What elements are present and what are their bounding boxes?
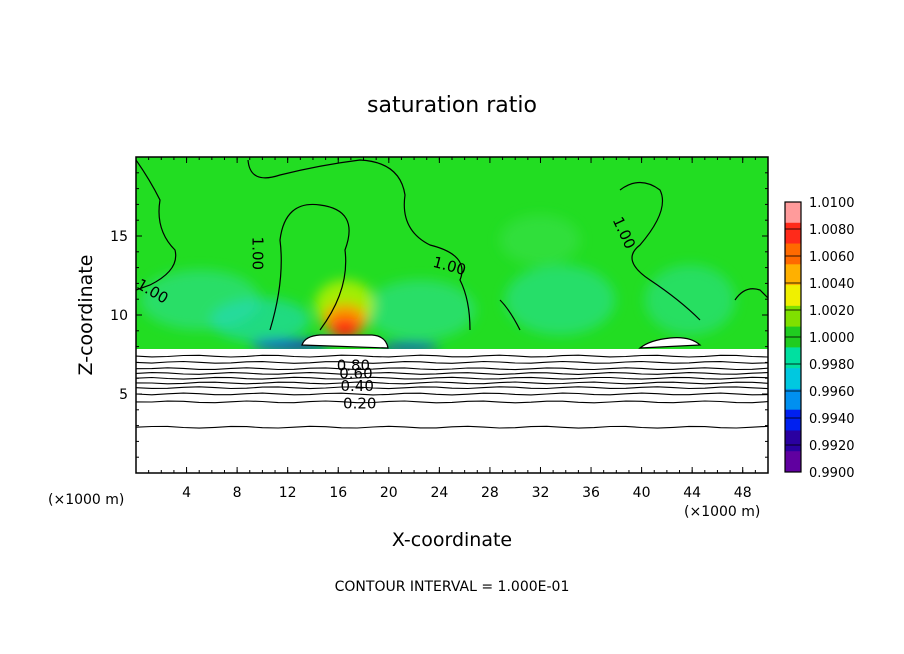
colorbar-label: 1.0020 [809, 304, 855, 319]
x-tick-label: 4 [182, 485, 191, 501]
colorbar-swatch [785, 243, 801, 265]
y-tick-label: 5 [119, 387, 128, 403]
x-unit-left: (×1000 m) [48, 492, 124, 508]
contour-label: 0.60 [339, 364, 372, 382]
saturation-contours [136, 159, 768, 331]
colorbar-label: 1.0040 [809, 277, 855, 292]
contour-line [136, 159, 177, 291]
y-axis-label: Z-coordinate [75, 255, 97, 376]
contour-line [247, 159, 471, 331]
x-tick-label: 20 [380, 485, 398, 501]
contour-label-group: 1.00 [248, 237, 266, 270]
shade-patch [500, 215, 580, 265]
horizontal-contour [136, 376, 768, 380]
x-tick-label: 16 [329, 485, 347, 501]
shade-patch [210, 298, 310, 342]
colorbar-label: 0.9960 [809, 385, 855, 400]
x-tick-label: 28 [481, 485, 499, 501]
horizontal-contour [136, 354, 768, 358]
colorbar-label: 1.0060 [809, 250, 855, 265]
colorbar-swatch [785, 305, 801, 328]
contour-line [619, 181, 701, 321]
horizontal-contour [136, 400, 768, 404]
colorbar-label: 0.9900 [809, 466, 855, 481]
x-axis: 4 8 12 16 20 24 28 32 36 40 44 48 [148, 157, 756, 501]
contour-line [269, 203, 350, 331]
cloud-base-blob [638, 337, 702, 349]
contour-label: 0.80 [337, 357, 370, 375]
colorbar-swatch [785, 285, 801, 307]
colorbar-label: 0.9940 [809, 412, 855, 427]
colorbar-swatch [785, 222, 801, 245]
contour-label-group: 0.20 [343, 394, 376, 412]
horizontal-contour [136, 386, 768, 390]
horizontal-contour [136, 392, 768, 396]
subsaturated-region [136, 349, 768, 473]
x-tick-label: 36 [582, 485, 600, 501]
colorbar-label: 1.0000 [809, 331, 855, 346]
field-shading [140, 215, 735, 351]
plot-area: 1.001.001.001.000.800.600.400.20 [136, 157, 768, 473]
x-tick-label: 24 [430, 485, 448, 501]
colorbar-swatch [785, 430, 801, 452]
shade-patch [505, 265, 615, 335]
colorbar-label: 0.9980 [809, 358, 855, 373]
colorbar-swatch [785, 409, 801, 431]
y-tick-label: 10 [110, 308, 128, 324]
horizontal-contour [136, 372, 768, 375]
colorbar-label: 0.9920 [809, 439, 855, 454]
colorbar-label: 1.0100 [809, 196, 855, 211]
horizontal-contour [136, 367, 768, 371]
colorbar-swatch [785, 202, 801, 224]
contour-interval-note: CONTOUR INTERVAL = 1.000E-01 [335, 579, 570, 595]
contour-label-group: 0.40 [340, 377, 373, 395]
y-tick-label: 15 [110, 229, 128, 245]
x-tick-label: 8 [233, 485, 242, 501]
colorbar-swatch [785, 347, 801, 369]
chart-title: saturation ratio [367, 93, 537, 118]
shade-patch [330, 318, 360, 338]
colorbar-swatch [785, 388, 801, 411]
contour-label-group: 0.80 [337, 357, 370, 375]
shade-patch [365, 280, 475, 340]
horizontal-contours [136, 354, 768, 429]
horizontal-contour [136, 425, 768, 429]
horizontal-contour [136, 360, 768, 364]
x-tick-label: 44 [683, 485, 701, 501]
contour-label: 0.20 [343, 394, 376, 412]
x-axis-label: X-coordinate [392, 529, 512, 551]
y-axis: 5 10 15 [110, 172, 768, 458]
contour-label: 1.00 [248, 237, 266, 270]
colorbar-swatch [785, 264, 801, 286]
shade-patch [645, 265, 735, 335]
contour-line [499, 299, 521, 331]
contour-label: 0.40 [340, 377, 373, 395]
contour-line [734, 288, 768, 301]
x-tick-label: 32 [532, 485, 550, 501]
x-tick-label: 12 [279, 485, 297, 501]
cloud-base-blob [301, 334, 389, 349]
colorbar-swatch [785, 451, 801, 473]
colorbar: 1.0100 1.0080 1.0060 1.0040 1.0020 1.0000 0.99… [784, 196, 855, 481]
x-unit-right: (×1000 m) [684, 504, 760, 520]
colorbar-label: 1.0080 [809, 223, 855, 238]
x-tick-label: 40 [633, 485, 651, 501]
x-tick-label: 48 [734, 485, 752, 501]
colorbar-swatch [785, 368, 801, 390]
horizontal-contour [136, 381, 768, 385]
contour-label-group: 0.60 [339, 364, 372, 382]
